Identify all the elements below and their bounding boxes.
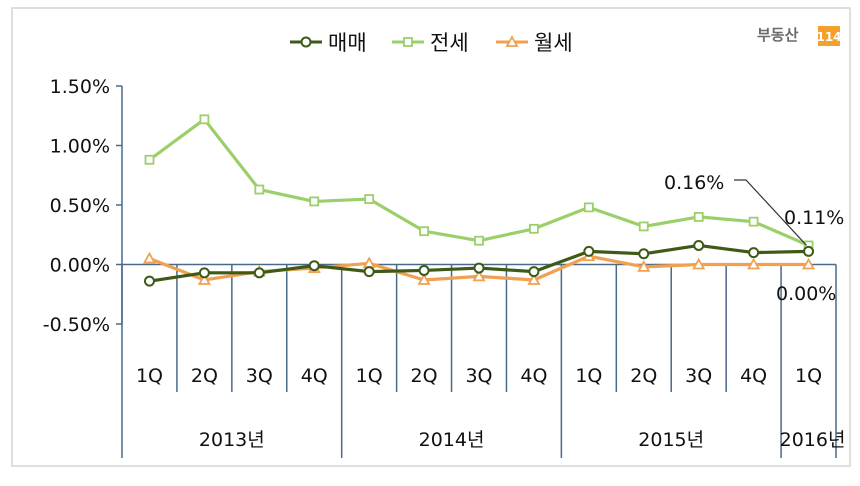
x-tick-label: 1Q [356,365,383,387]
annotation-leader [734,179,807,246]
year-label: 2013년 [199,429,265,451]
brand-logo: 부동산 114 [757,26,842,46]
y-tick-label: -0.50% [43,314,110,336]
data-point [472,269,486,282]
annotation-label: 0.11% [784,207,844,229]
y-tick-label: 0.00% [50,255,110,277]
legend: 매매 전세 월세 [290,31,573,55]
x-tick-label: 4Q [301,365,328,387]
x-tick-label: 2Q [630,365,657,387]
x-tick-label: 4Q [740,365,767,387]
x-tick-label: 1Q [575,365,602,387]
data-point [198,267,210,279]
data-point [199,114,210,125]
annotations: 0.16% 0.11% 0.00% [664,172,844,305]
x-tick-label: 1Q [136,365,163,387]
y-tick-label: 1.00% [50,136,110,158]
data-point [474,235,484,246]
data-point [748,247,760,259]
annotation-label: 0.16% [664,172,724,194]
x-tick-label: 3Q [465,365,492,387]
year-label: 2015년 [638,429,704,451]
data-point [583,202,594,213]
data-point [144,154,155,165]
chart-border [11,7,851,467]
data-point [747,257,761,270]
legend-swatch-marker [403,37,413,47]
data-point [253,267,265,279]
data-point [637,260,651,272]
data-point [197,273,211,285]
x-tick-label: 2Q [411,365,438,387]
series-layer [142,114,816,287]
data-point [308,260,320,272]
data-point [638,221,649,232]
legend-label: 매매 [328,31,367,55]
legend-swatch-marker [505,35,519,47]
data-point [802,257,816,270]
data-point [748,216,759,227]
data-point [254,184,265,195]
data-point [527,273,541,285]
data-point [529,223,539,234]
brand-text: 부동산 [757,26,799,44]
data-point [309,196,320,207]
data-point [143,275,155,287]
data-point [803,245,815,257]
data-point [417,273,431,285]
legend-swatch-marker [300,36,312,48]
data-point [693,239,705,251]
data-point [693,211,704,222]
data-point [418,264,430,276]
brand-badge [818,26,840,46]
annotation-label: 0.00% [776,283,836,305]
data-point [419,226,429,237]
x-tick-label: 3Q [246,365,273,387]
year-label: 2014년 [419,429,485,451]
data-point [583,245,595,257]
data-point [473,262,485,274]
data-point [363,266,375,278]
data-point [638,248,650,260]
year-label: 2016년 [780,429,846,451]
x-tick-label: 3Q [685,365,712,387]
legend-label: 월세 [534,31,573,55]
x-tick-label: 1Q [795,365,822,387]
y-tick-label: 0.50% [50,195,110,217]
data-point [142,251,156,264]
x-tick-label: 4Q [520,365,547,387]
data-point [528,266,540,278]
data-point [692,257,706,270]
x-tick-label: 2Q [191,365,218,387]
data-point [364,194,375,204]
legend-label: 전세 [430,31,469,55]
brand-badge-text: 114 [816,30,841,44]
y-tick-label: 1.50% [50,76,110,98]
